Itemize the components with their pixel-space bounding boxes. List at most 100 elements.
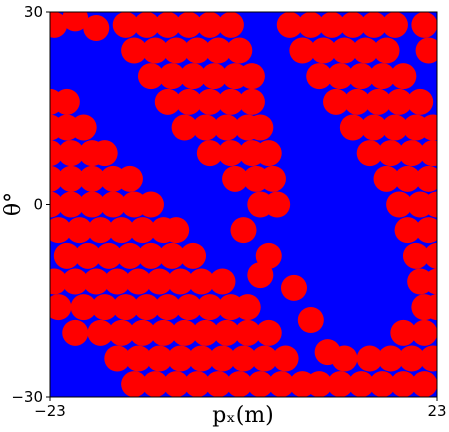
point: [91, 140, 118, 167]
point: [339, 12, 366, 38]
point: [62, 319, 89, 346]
x-axis-label: pₓ(m): [212, 403, 273, 428]
point: [398, 140, 425, 167]
point: [234, 319, 261, 346]
point: [74, 242, 101, 269]
point: [142, 371, 169, 397]
point: [70, 114, 97, 141]
point: [188, 345, 215, 372]
point: [411, 319, 437, 346]
point: [50, 268, 68, 295]
point: [112, 294, 139, 321]
point: [125, 268, 152, 295]
point: [53, 88, 80, 115]
point: [272, 345, 299, 372]
point: [104, 345, 131, 372]
point: [318, 12, 345, 38]
x-tick-label: 23: [427, 402, 446, 420]
point: [251, 345, 278, 372]
point: [137, 63, 164, 90]
point: [201, 63, 228, 90]
point: [424, 191, 437, 218]
point: [238, 63, 265, 90]
point: [377, 140, 404, 167]
point: [154, 12, 181, 38]
point: [415, 37, 437, 64]
point: [158, 63, 185, 90]
point: [163, 37, 190, 64]
point: [217, 140, 244, 167]
point: [411, 12, 437, 38]
point: [196, 88, 223, 115]
point: [196, 140, 223, 167]
point: [323, 88, 350, 115]
point: [419, 140, 437, 167]
point: [62, 12, 89, 32]
point: [184, 371, 211, 397]
point: [381, 114, 408, 141]
point: [180, 242, 207, 269]
point: [175, 88, 202, 115]
point: [255, 140, 282, 167]
point: [356, 345, 383, 372]
point: [87, 217, 114, 244]
point: [163, 371, 190, 397]
point: [217, 88, 244, 115]
point: [50, 294, 72, 321]
point: [167, 268, 194, 295]
point: [289, 37, 316, 64]
point: [175, 294, 202, 321]
point: [53, 242, 80, 269]
point: [137, 242, 164, 269]
point: [62, 268, 89, 295]
point: [188, 268, 215, 295]
point: [192, 114, 219, 141]
point: [352, 37, 379, 64]
point: [230, 345, 257, 372]
point: [247, 114, 274, 141]
point: [196, 294, 223, 321]
y-tick-label: 0: [33, 196, 43, 214]
point: [222, 165, 249, 192]
point: [390, 371, 417, 397]
point: [264, 191, 291, 218]
point: [163, 217, 190, 244]
point: [238, 88, 265, 115]
point: [276, 12, 303, 38]
point: [108, 217, 135, 244]
point: [171, 114, 198, 141]
point: [116, 242, 143, 269]
point: [365, 88, 392, 115]
point: [424, 294, 437, 321]
point: [424, 242, 437, 269]
point: [398, 345, 425, 372]
x-tick-label: −23: [34, 402, 66, 420]
point: [415, 165, 437, 192]
point: [255, 319, 282, 346]
point: [407, 88, 434, 115]
point: [95, 242, 122, 269]
point: [419, 114, 437, 141]
point: [167, 345, 194, 372]
point: [133, 12, 160, 38]
point: [377, 345, 404, 372]
point: [83, 15, 110, 42]
point: [121, 37, 148, 64]
point: [50, 217, 72, 244]
point: [158, 242, 185, 269]
point: [327, 63, 354, 90]
y-axis-label: θ°: [1, 192, 26, 216]
point: [58, 140, 85, 167]
point: [129, 319, 156, 346]
point: [50, 191, 63, 218]
point: [50, 140, 63, 167]
point: [369, 63, 396, 90]
point: [331, 345, 358, 372]
point: [230, 217, 257, 244]
point: [386, 191, 413, 218]
point: [83, 268, 110, 295]
point: [196, 12, 223, 38]
point: [129, 217, 156, 244]
point: [154, 294, 181, 321]
